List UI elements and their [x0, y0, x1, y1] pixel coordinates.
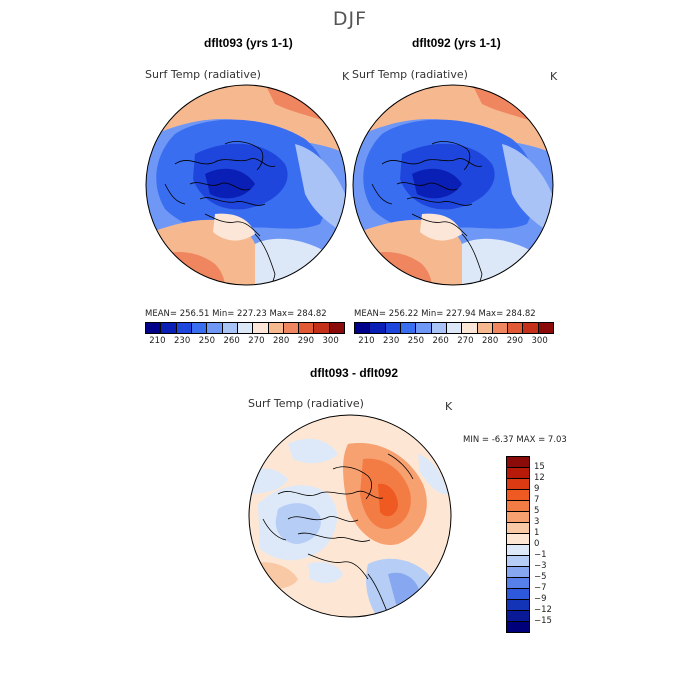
colorbar-tick: 290: [506, 336, 523, 346]
colorbar-tick: 300: [531, 336, 548, 346]
colorbar-tick: 260: [432, 336, 449, 346]
colorbar-swatch: [507, 556, 529, 567]
panel-left-variable: Surf Temp (radiative): [145, 68, 261, 81]
difference-units: K: [445, 400, 453, 413]
diff-tick: −9: [534, 594, 547, 604]
colorbar-swatch: [507, 589, 529, 600]
colorbar-tick: 210: [358, 336, 375, 346]
diff-tick: −5: [534, 572, 547, 582]
colorbar-swatch: [146, 323, 162, 333]
panel-left-stats: MEAN= 256.51 Min= 227.23 Max= 284.82: [145, 309, 327, 319]
diff-tick: −7: [534, 583, 547, 593]
panel-right-units: K: [550, 70, 558, 83]
diff-tick: 12: [534, 473, 545, 483]
diff-tick: −12: [534, 605, 552, 615]
colorbar-tick: 290: [297, 336, 314, 346]
colorbar-swatch: [370, 323, 386, 333]
colorbar-tick: 230: [383, 336, 400, 346]
colorbar-swatch: [431, 323, 447, 333]
colorbar-swatch: [314, 323, 330, 333]
colorbar-swatch: [253, 323, 269, 333]
colorbar-tick: 270: [248, 336, 265, 346]
colorbar-swatch: [446, 323, 463, 333]
colorbar-swatch: [283, 323, 300, 333]
difference-map: [248, 414, 452, 618]
colorbar-swatch: [191, 323, 208, 333]
diff-tick: −15: [534, 616, 552, 626]
diff-tick: 0: [534, 539, 540, 549]
diff-tick: 3: [534, 517, 540, 527]
panel-left-colorbar-ticks: 210 230 250 260 270 280 290 300: [145, 336, 343, 346]
colorbar-swatch: [507, 457, 529, 468]
colorbar-swatch: [507, 567, 529, 578]
panel-left-colorbar: [145, 322, 345, 334]
colorbar-swatch: [507, 534, 529, 545]
difference-stats: MIN = -6.37 MAX = 7.03: [463, 435, 567, 445]
diff-tick: 7: [534, 495, 540, 505]
colorbar-swatch: [507, 578, 529, 589]
colorbar-swatch: [507, 545, 529, 556]
panel-right-map: [352, 84, 554, 286]
panel-right-variable: Surf Temp (radiative): [352, 68, 468, 81]
colorbar-tick: 280: [273, 336, 290, 346]
colorbar-swatch: [507, 600, 529, 611]
colorbar-swatch: [508, 323, 524, 333]
colorbar-swatch: [507, 611, 529, 622]
colorbar-swatch: [507, 501, 529, 512]
colorbar-swatch: [299, 323, 315, 333]
colorbar-tick: 300: [322, 336, 339, 346]
colorbar-swatch: [523, 323, 539, 333]
diff-tick: 5: [534, 506, 540, 516]
panel-left-map: [145, 84, 347, 286]
diff-tick: 9: [534, 484, 540, 494]
figure-title: DJF: [332, 8, 368, 30]
colorbar-swatch: [161, 323, 177, 333]
colorbar-swatch: [268, 323, 284, 333]
colorbar-tick: 270: [457, 336, 474, 346]
difference-colorbar: [506, 456, 530, 633]
colorbar-swatch: [222, 323, 238, 333]
colorbar-swatch: [507, 479, 529, 490]
colorbar-tick: 250: [407, 336, 424, 346]
colorbar-swatch: [538, 323, 554, 333]
panel-left-title: dflt093 (yrs 1-1): [204, 36, 293, 50]
colorbar-swatch: [492, 323, 509, 333]
colorbar-swatch: [176, 323, 192, 333]
panel-right-title: dflt092 (yrs 1-1): [412, 36, 501, 50]
colorbar-swatch: [507, 490, 529, 501]
colorbar-swatch: [477, 323, 493, 333]
colorbar-swatch: [416, 323, 432, 333]
colorbar-swatch: [355, 323, 371, 333]
colorbar-tick: 230: [174, 336, 191, 346]
diff-tick: −3: [534, 561, 547, 571]
colorbar-tick: 250: [198, 336, 215, 346]
panel-right-stats: MEAN= 256.22 Min= 227.94 Max= 284.82: [354, 309, 536, 319]
colorbar-swatch: [237, 323, 254, 333]
colorbar-tick: 280: [482, 336, 499, 346]
difference-variable: Surf Temp (radiative): [248, 397, 364, 410]
colorbar-swatch: [462, 323, 478, 333]
colorbar-swatch: [507, 622, 529, 632]
diff-tick: 1: [534, 528, 540, 538]
panel-left-units: K: [342, 70, 350, 83]
colorbar-tick: 260: [223, 336, 240, 346]
difference-title: dflt093 - dflt092: [310, 366, 399, 380]
colorbar-swatch: [207, 323, 223, 333]
colorbar-swatch: [385, 323, 401, 333]
colorbar-swatch: [329, 323, 345, 333]
panel-right-colorbar-ticks: 210 230 250 260 270 280 290 300: [354, 336, 552, 346]
colorbar-swatch: [507, 512, 529, 523]
colorbar-swatch: [507, 468, 529, 479]
panel-right-colorbar: [354, 322, 554, 334]
diff-tick: −1: [534, 550, 547, 560]
colorbar-tick: 210: [149, 336, 166, 346]
colorbar-swatch: [507, 523, 529, 534]
colorbar-swatch: [400, 323, 417, 333]
diff-tick: 15: [534, 462, 545, 472]
